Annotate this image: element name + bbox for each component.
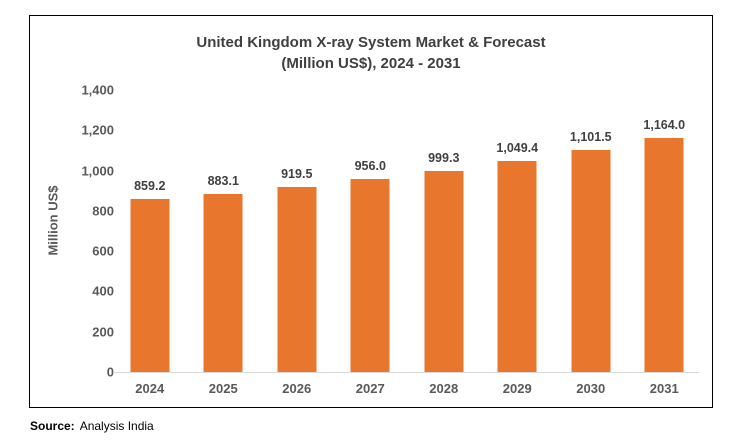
x-axis-tick-2027: 2027 (355, 381, 385, 396)
y-axis-tick-600: 600 (92, 243, 114, 259)
bar-value-label-2029: 1,049.4 (496, 140, 539, 155)
x-axis-tick-2028: 2028 (429, 381, 459, 396)
y-axis-tick-1,000: 1,000 (81, 163, 114, 179)
bar-2029[interactable] (497, 160, 537, 372)
bar-group: 999.3 2028 (407, 16, 481, 407)
chart-title: United Kingdom X-ray System Market & For… (30, 32, 712, 74)
x-axis-tick-2025: 2025 (208, 381, 238, 396)
bar-value-label-2026: 919.5 (281, 166, 313, 181)
y-axis-tick-0: 0 (106, 364, 114, 380)
bar-2027[interactable] (350, 179, 390, 372)
bar-group: 883.1 2025 (187, 16, 261, 407)
bar-group: 1,164.0 2031 (628, 16, 702, 407)
bar-group: 956.0 2027 (334, 16, 408, 407)
bar-value-label-2025: 883.1 (207, 174, 239, 189)
bar-group: 1,101.5 2030 (554, 16, 628, 407)
y-axis-tick-200: 200 (92, 324, 114, 340)
x-axis-tick-2029: 2029 (502, 381, 532, 396)
bar-group: 919.5 2026 (260, 16, 334, 407)
bar-value-label-2030: 1,101.5 (569, 130, 612, 145)
bar-value-label-2028: 999.3 (428, 150, 460, 165)
x-axis-tick-2024: 2024 (135, 381, 165, 396)
bar-group: 859.2 2024 (113, 16, 187, 407)
source-line: Source: Analysis India (30, 419, 154, 433)
chart-frame: United Kingdom X-ray System Market & For… (29, 15, 713, 408)
x-axis-tick-2030: 2030 (576, 381, 606, 396)
bar-2025[interactable] (203, 194, 243, 372)
source-value: Analysis India (79, 419, 154, 433)
x-axis-line (113, 372, 699, 373)
y-axis-tick-800: 800 (92, 203, 114, 219)
plot-area: 859.2 2024 883.1 2025 919.5 2026 956.0 2027 999.… (113, 16, 699, 407)
y-axis-tick-1,200: 1,200 (81, 122, 114, 138)
x-axis-tick-2031: 2031 (649, 381, 679, 396)
bar-2024[interactable] (130, 198, 170, 372)
bar-2026[interactable] (277, 186, 317, 372)
bar-2030[interactable] (571, 150, 611, 372)
bar-2031[interactable] (644, 137, 684, 372)
source-label: Source: (30, 419, 75, 433)
y-axis-tick-400: 400 (92, 283, 114, 299)
bar-2028[interactable] (424, 170, 464, 372)
bar-value-label-2024: 859.2 (134, 178, 166, 193)
chart-title-line-2: (Million US$), 2024 - 2031 (281, 55, 461, 72)
y-axis-tick-labels: 0 200 400 600 800 1,000 1,200 1,400 (54, 16, 114, 407)
y-axis-tick-1,400: 1,400 (81, 82, 114, 98)
chart-title-line-1: United Kingdom X-ray System Market & For… (196, 34, 546, 51)
bar-value-label-2027: 956.0 (354, 159, 386, 174)
bar-group: 1,049.4 2029 (481, 16, 555, 407)
x-axis-tick-2026: 2026 (282, 381, 312, 396)
bar-value-label-2031: 1,164.0 (643, 117, 686, 132)
